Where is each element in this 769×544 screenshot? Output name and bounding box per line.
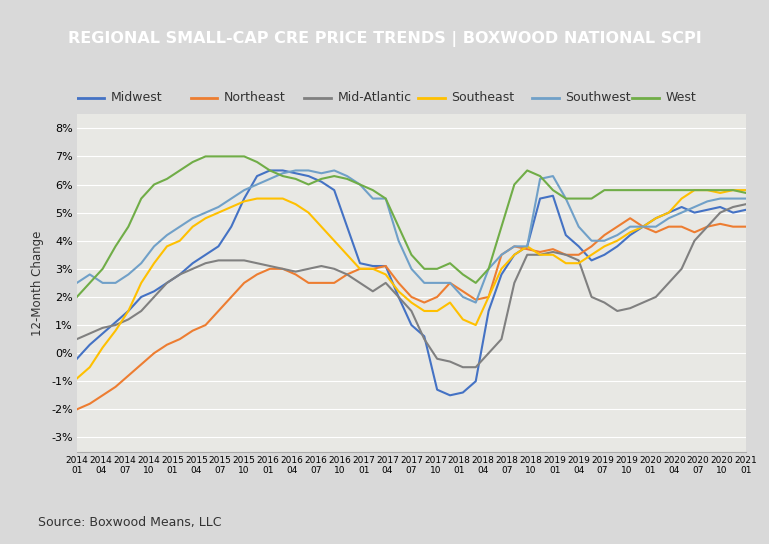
Southwest bbox=[484, 265, 493, 272]
Midwest bbox=[445, 392, 454, 399]
Northeast bbox=[741, 224, 751, 230]
Text: Source: Boxwood Means, LLC: Source: Boxwood Means, LLC bbox=[38, 516, 222, 529]
Northeast bbox=[497, 251, 506, 258]
West bbox=[471, 280, 481, 286]
Northeast bbox=[458, 288, 468, 295]
West bbox=[72, 294, 82, 300]
Southwest bbox=[613, 232, 622, 238]
Midwest bbox=[741, 207, 751, 213]
Text: Southwest: Southwest bbox=[565, 91, 631, 104]
Midwest bbox=[613, 243, 622, 250]
Y-axis label: 12-Month Change: 12-Month Change bbox=[31, 230, 44, 336]
Text: West: West bbox=[666, 91, 697, 104]
West bbox=[600, 187, 609, 194]
Midwest bbox=[252, 173, 261, 180]
West bbox=[201, 153, 210, 160]
Mid-Atlantic bbox=[677, 265, 686, 272]
Southwest bbox=[535, 176, 544, 182]
Northeast bbox=[677, 224, 686, 230]
Southeast bbox=[252, 195, 261, 202]
Midwest bbox=[535, 195, 544, 202]
Southeast bbox=[690, 187, 699, 194]
Southeast bbox=[72, 375, 82, 382]
Southwest bbox=[497, 251, 506, 258]
Northeast bbox=[72, 406, 82, 413]
Text: Northeast: Northeast bbox=[224, 91, 286, 104]
Southwest bbox=[523, 243, 532, 250]
Southeast bbox=[741, 187, 751, 194]
Mid-Atlantic bbox=[600, 299, 609, 306]
Text: REGIONAL SMALL-CAP CRE PRICE TRENDS | BOXWOOD NATIONAL SCPI: REGIONAL SMALL-CAP CRE PRICE TRENDS | BO… bbox=[68, 32, 701, 47]
Northeast bbox=[587, 243, 596, 250]
Text: Mid-Atlantic: Mid-Atlantic bbox=[338, 91, 412, 104]
Mid-Atlantic bbox=[484, 350, 493, 356]
Southwest bbox=[72, 280, 82, 286]
Mid-Atlantic bbox=[471, 364, 481, 370]
Line: Midwest: Midwest bbox=[77, 170, 746, 395]
Mid-Atlantic bbox=[510, 280, 519, 286]
Southeast bbox=[471, 322, 481, 329]
West bbox=[484, 265, 493, 272]
Southeast bbox=[458, 316, 468, 323]
Text: Midwest: Midwest bbox=[111, 91, 162, 104]
Southwest bbox=[471, 299, 481, 306]
West bbox=[741, 190, 751, 196]
Southwest bbox=[291, 167, 300, 174]
Midwest bbox=[72, 356, 82, 362]
West bbox=[265, 167, 275, 174]
Northeast bbox=[471, 296, 481, 303]
Midwest bbox=[497, 271, 506, 278]
Midwest bbox=[484, 308, 493, 314]
Mid-Atlantic bbox=[741, 201, 751, 207]
West bbox=[510, 181, 519, 188]
Mid-Atlantic bbox=[458, 364, 468, 370]
Line: Southeast: Southeast bbox=[77, 190, 746, 379]
Line: Mid-Atlantic: Mid-Atlantic bbox=[77, 204, 746, 367]
West bbox=[677, 187, 686, 194]
Southeast bbox=[664, 209, 674, 216]
Line: West: West bbox=[77, 157, 746, 297]
Mid-Atlantic bbox=[72, 336, 82, 342]
Midwest bbox=[265, 167, 275, 174]
Midwest bbox=[523, 243, 532, 250]
Southwest bbox=[741, 195, 751, 202]
Line: Northeast: Northeast bbox=[77, 218, 746, 410]
Southwest bbox=[252, 181, 261, 188]
Line: Southwest: Southwest bbox=[77, 170, 746, 302]
Mid-Atlantic bbox=[252, 260, 261, 267]
Northeast bbox=[625, 215, 634, 221]
Text: Southeast: Southeast bbox=[451, 91, 514, 104]
Northeast bbox=[252, 271, 261, 278]
Southeast bbox=[587, 251, 596, 258]
Southeast bbox=[497, 265, 506, 272]
